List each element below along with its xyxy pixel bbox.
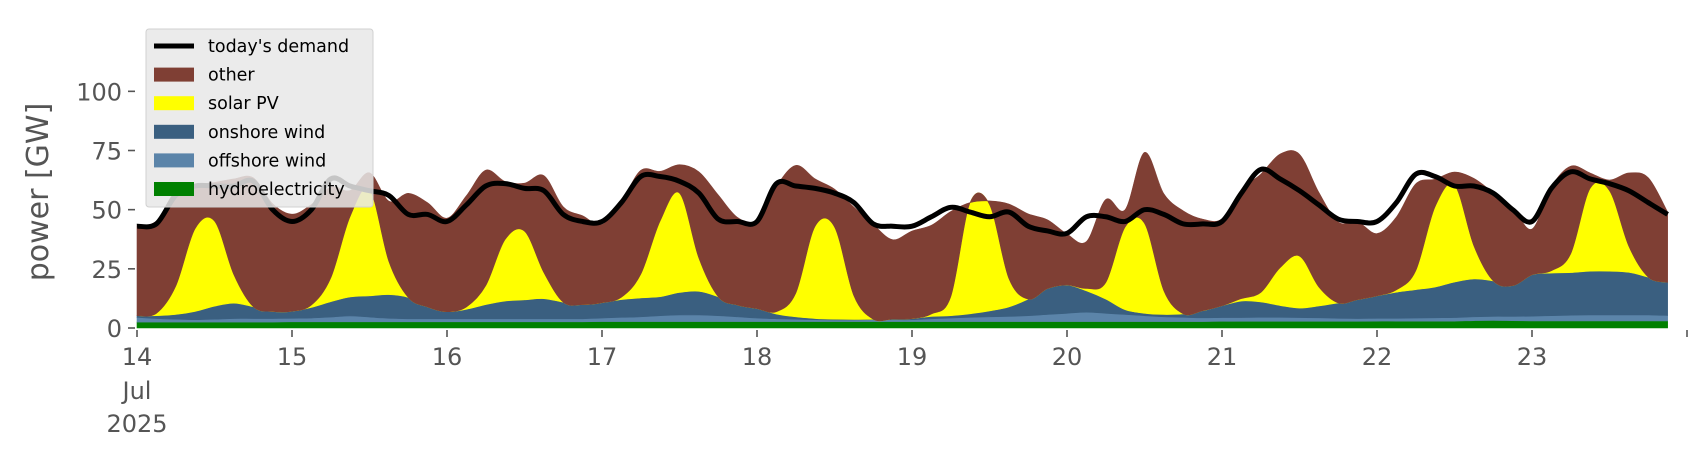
legend-swatch-solar-pv [154, 96, 194, 111]
legend-label-today-s-demand: today's demand [208, 37, 349, 57]
x-tick-label: 14 [122, 343, 153, 371]
legend-swatch-other [154, 67, 194, 82]
legend-label-solar-pv: solar PV [208, 94, 279, 114]
legend-swatch-offshore-wind [154, 153, 194, 168]
line-todays-demand [136, 166, 1669, 237]
legend-swatch-onshore-wind [154, 124, 194, 139]
x-tick-label: 20 [1052, 343, 1083, 371]
y-tick-label: 75 [91, 138, 122, 166]
legend-label-offshore-wind: offshore wind [208, 151, 326, 171]
x-tick-label: 19 [897, 343, 928, 371]
x-tick-label: 22 [1362, 343, 1393, 371]
area-series-group [136, 150, 1668, 329]
legend: today's demand other solar PV onshore wind o… [145, 28, 374, 208]
x-tick-label: 23 [1517, 343, 1548, 371]
area-other [136, 150, 1668, 322]
y-tick-label: 0 [107, 315, 122, 343]
x-tick-label: 21 [1207, 343, 1238, 371]
legend-label-other: other [208, 66, 255, 86]
legend-swatch-hydroelectricity [154, 182, 194, 196]
legend-label-onshore-wind: onshore wind [208, 123, 325, 143]
y-tick-label: 25 [91, 256, 122, 284]
demand-line-group [136, 166, 1669, 237]
axes: 0 25 50 75 100 14 Jul 2025 15 16 17 18 19 20 21 22 23 pow… [21, 78, 1688, 438]
x-tick-label: 16 [432, 343, 463, 371]
y-tick-label: 50 [91, 197, 122, 225]
x-tick-label-extra: 2025 [106, 410, 167, 438]
x-tick-label: 18 [742, 343, 773, 371]
y-tick-label: 100 [76, 78, 122, 106]
x-tick-label: 15 [277, 343, 308, 371]
y-axis-label: power [GW] [21, 103, 56, 282]
x-tick-label-extra: Jul [121, 377, 152, 405]
legend-label-hydroelectricity: hydroelectricity [208, 180, 345, 200]
legend-box [145, 28, 374, 208]
x-tick-label: 17 [587, 343, 618, 371]
